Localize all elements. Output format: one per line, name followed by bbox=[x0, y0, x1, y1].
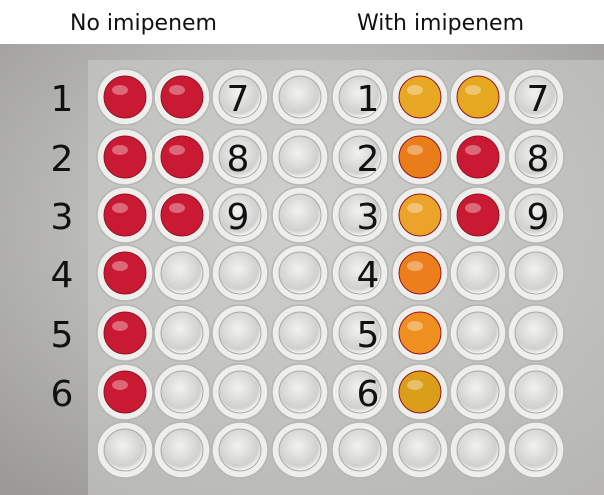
well bbox=[218, 311, 262, 355]
well bbox=[456, 428, 500, 472]
well bbox=[456, 251, 500, 295]
well-highlight bbox=[407, 85, 423, 95]
well-highlight bbox=[169, 203, 185, 213]
well-highlight bbox=[407, 261, 423, 271]
well bbox=[278, 75, 322, 119]
well-number: 8 bbox=[227, 139, 250, 180]
well-number: 4 bbox=[357, 255, 380, 296]
well bbox=[218, 370, 262, 414]
well-highlight bbox=[169, 85, 185, 95]
panel-title: No imipenem bbox=[70, 11, 217, 36]
well bbox=[338, 251, 382, 295]
well bbox=[160, 135, 204, 179]
well-highlight bbox=[112, 321, 128, 331]
well bbox=[103, 75, 147, 119]
well bbox=[514, 193, 558, 237]
well bbox=[338, 135, 382, 179]
well bbox=[514, 428, 558, 472]
well-number: 2 bbox=[357, 139, 380, 180]
well-highlight bbox=[169, 145, 185, 155]
well-number: 7 bbox=[527, 79, 550, 120]
well bbox=[103, 135, 147, 179]
well bbox=[278, 428, 322, 472]
wells bbox=[96, 68, 565, 479]
well bbox=[103, 251, 147, 295]
well bbox=[456, 311, 500, 355]
well bbox=[398, 251, 442, 295]
panel-title: With imipenem bbox=[357, 11, 524, 36]
well bbox=[456, 370, 500, 414]
well-highlight bbox=[465, 203, 481, 213]
well bbox=[160, 428, 204, 472]
well-highlight bbox=[112, 203, 128, 213]
well bbox=[398, 75, 442, 119]
well-highlight bbox=[112, 145, 128, 155]
well bbox=[398, 193, 442, 237]
well bbox=[218, 135, 262, 179]
well bbox=[338, 193, 382, 237]
well bbox=[218, 251, 262, 295]
well bbox=[160, 75, 204, 119]
well-highlight bbox=[407, 203, 423, 213]
well bbox=[338, 428, 382, 472]
well bbox=[398, 311, 442, 355]
well bbox=[398, 135, 442, 179]
well bbox=[218, 75, 262, 119]
well bbox=[160, 311, 204, 355]
well-highlight bbox=[465, 85, 481, 95]
well-number: 4 bbox=[51, 255, 74, 296]
well bbox=[103, 311, 147, 355]
well-number: 7 bbox=[227, 79, 250, 120]
well bbox=[218, 428, 262, 472]
well-highlight bbox=[407, 145, 423, 155]
well-number: 1 bbox=[51, 79, 74, 120]
well bbox=[338, 75, 382, 119]
well-number: 6 bbox=[51, 374, 74, 415]
well bbox=[338, 370, 382, 414]
well-number: 6 bbox=[357, 374, 380, 415]
well bbox=[103, 370, 147, 414]
well bbox=[278, 251, 322, 295]
well-highlight bbox=[407, 380, 423, 390]
well-number: 9 bbox=[527, 197, 550, 238]
well-highlight bbox=[112, 85, 128, 95]
well-number: 2 bbox=[51, 139, 74, 180]
well-number: 5 bbox=[357, 315, 380, 356]
well bbox=[456, 193, 500, 237]
well-labels: 1 2 3 4 5 6 7 8 9 1 2 3 4 5 6 7 8 9 bbox=[51, 79, 550, 415]
well bbox=[398, 428, 442, 472]
well bbox=[514, 75, 558, 119]
well bbox=[160, 251, 204, 295]
well bbox=[456, 135, 500, 179]
well bbox=[103, 428, 147, 472]
well-highlight bbox=[112, 380, 128, 390]
well-number: 3 bbox=[357, 197, 380, 238]
well-number: 8 bbox=[527, 139, 550, 180]
well-number: 9 bbox=[227, 197, 250, 238]
well-highlight bbox=[407, 321, 423, 331]
well bbox=[160, 370, 204, 414]
well-highlight bbox=[465, 145, 481, 155]
well-number: 5 bbox=[51, 315, 74, 356]
well bbox=[514, 311, 558, 355]
well bbox=[338, 311, 382, 355]
well-number: 1 bbox=[357, 79, 380, 120]
well bbox=[278, 193, 322, 237]
well bbox=[218, 193, 262, 237]
well bbox=[514, 370, 558, 414]
well bbox=[103, 193, 147, 237]
well bbox=[456, 75, 500, 119]
well-highlight bbox=[112, 261, 128, 271]
well bbox=[160, 193, 204, 237]
well bbox=[278, 370, 322, 414]
well bbox=[278, 135, 322, 179]
well bbox=[398, 370, 442, 414]
well bbox=[278, 311, 322, 355]
well-number: 3 bbox=[51, 197, 74, 238]
well bbox=[514, 251, 558, 295]
well bbox=[514, 135, 558, 179]
